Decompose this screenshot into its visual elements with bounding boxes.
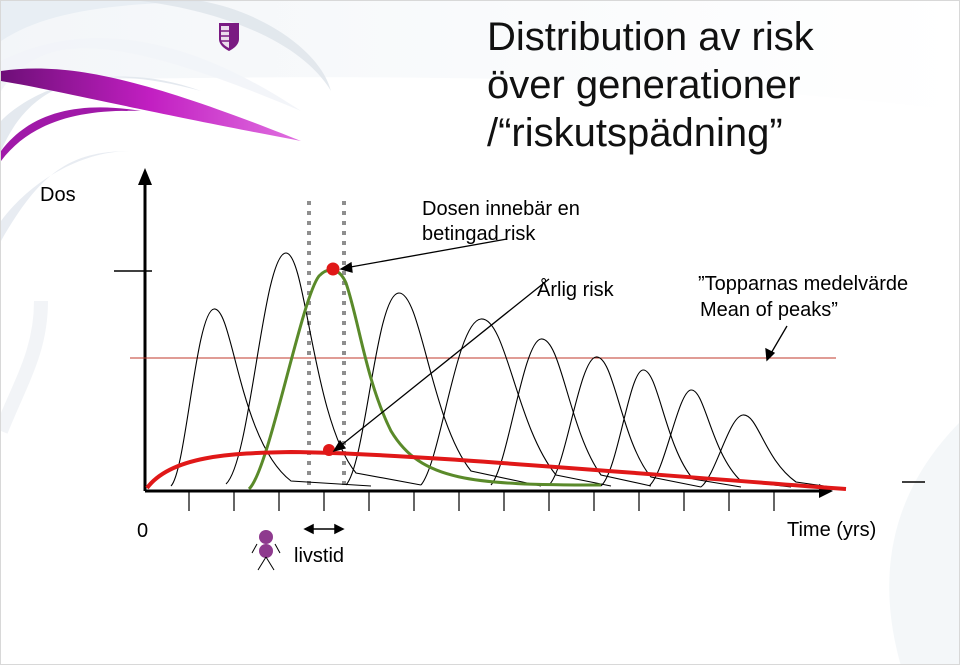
page-title: Distribution av risk över generationer /…: [487, 13, 814, 157]
dose-note-line-2: betingad risk: [422, 223, 536, 245]
x-axis-ticks: [188, 491, 775, 511]
x-axis-label: Time (yrs): [787, 519, 877, 541]
peak-5: [490, 338, 652, 487]
annual-risk-label: Årlig risk: [537, 279, 614, 301]
generation-peaks: [170, 252, 832, 488]
dose-note-line-1: Dosen innebär en: [422, 198, 580, 220]
peak-1: [170, 308, 372, 487]
lifetime-label: livstid: [294, 545, 345, 567]
person-icon: [251, 530, 281, 571]
annotation-arrows: [332, 238, 788, 453]
mean-peaks-line-2: Mean of peaks”: [700, 299, 838, 321]
peak-4: [420, 318, 612, 487]
mean-peaks-line-1: ”Topparnas medelvärde: [698, 273, 909, 295]
title-line-1: Distribution av risk: [487, 15, 814, 59]
peak-2: [225, 252, 422, 486]
peak-6: [548, 356, 702, 488]
peak-7: [600, 369, 742, 488]
peak-dose-marker: [326, 262, 340, 276]
peak-9: [700, 414, 832, 488]
annual-risk-marker: [323, 444, 335, 456]
logo-band: [1, 68, 301, 141]
title-line-3: /“riskutspädning”: [487, 111, 783, 155]
origin-label: 0: [137, 520, 149, 542]
lifetime-arrow: [303, 523, 345, 535]
title-line-2: över generationer: [487, 63, 801, 107]
y-axis-label: Dos: [40, 184, 76, 206]
shield-logo-icon: [219, 23, 239, 51]
highlighted-generation-peak: [247, 268, 602, 491]
peak-8: [648, 389, 792, 488]
annual-risk-curve: [145, 449, 847, 491]
